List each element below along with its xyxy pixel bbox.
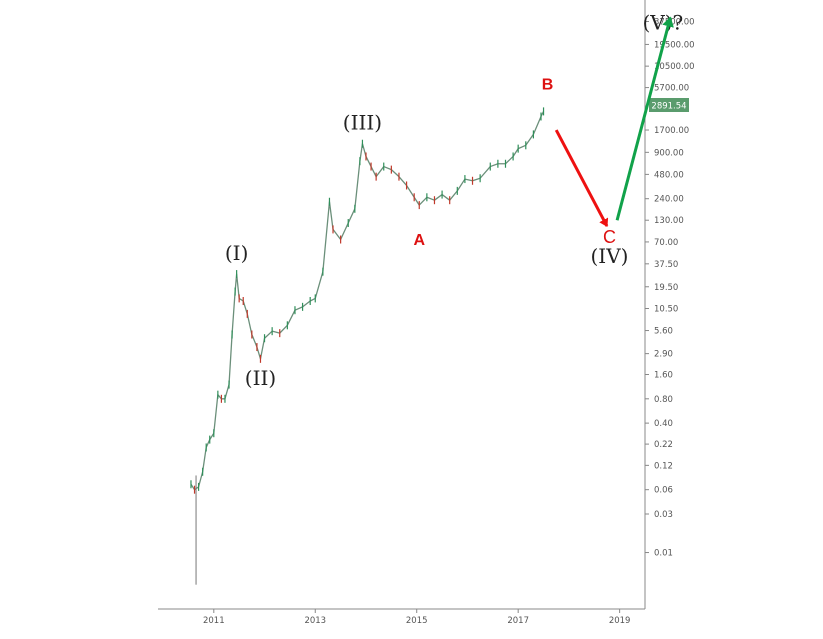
y-tick-label: 37500.00 [654,17,695,27]
annotations: (I) (II) (III) (IV) (V)? A B C [225,10,683,389]
wave-label: (I) [225,241,249,265]
y-tick-label: 19500.00 [654,40,695,50]
y-tick-label: 480.00 [654,170,684,180]
projection-arrow-up [615,16,674,221]
abc-correction-label: B [542,76,554,93]
y-tick-label: 10.50 [654,304,678,314]
y-tick-label: 0.12 [654,461,673,471]
x-tick-label: 2017 [507,616,529,626]
y-axis-ticks: 37500.00 19500.00 10500.00 5700.00 1700.00 90… [645,17,695,559]
wave-label: (III) [343,111,382,135]
y-tick-label: 130.00 [654,216,684,226]
y-tick-label: 5700.00 [654,84,689,94]
y-tick-label: 70.00 [654,238,678,248]
current-price-label: 2891.54 [651,102,686,112]
y-tick-label: 240.00 [654,195,684,205]
y-tick-label: 0.06 [654,486,673,496]
y-tick-label: 0.01 [654,549,673,559]
wave-label: (IV) [591,244,629,268]
x-tick-label: 2015 [406,616,428,626]
x-tick-label: 2019 [609,616,631,626]
y-tick-label: 2.90 [654,350,673,360]
y-tick-label: 19.50 [654,283,678,293]
x-tick-label: 2013 [304,616,326,626]
abc-correction-label: A [413,232,425,249]
y-tick-label: 5.60 [654,327,673,337]
wave-label: (II) [245,366,276,390]
y-tick-label: 900.00 [654,148,684,158]
y-tick-label: 0.22 [654,440,673,450]
y-tick-label: 10500.00 [654,62,695,72]
abc-correction-label: C [603,227,616,247]
y-tick-label: 0.03 [654,510,673,520]
price-line [190,111,545,491]
x-tick-label: 2011 [203,616,225,626]
y-tick-label: 1700.00 [654,126,689,136]
projection-arrow-down [554,129,609,227]
y-tick-label: 1.60 [654,370,673,380]
x-axis-ticks: 2011 2013 2015 2017 2019 [203,609,630,626]
y-tick-label: 0.80 [654,395,673,405]
y-tick-label: 0.40 [654,419,673,429]
y-tick-label: 37.50 [654,260,678,270]
current-price-badge: 2891.54 [649,98,689,112]
price-series [190,107,545,585]
wave-label: (V)? [642,10,683,34]
